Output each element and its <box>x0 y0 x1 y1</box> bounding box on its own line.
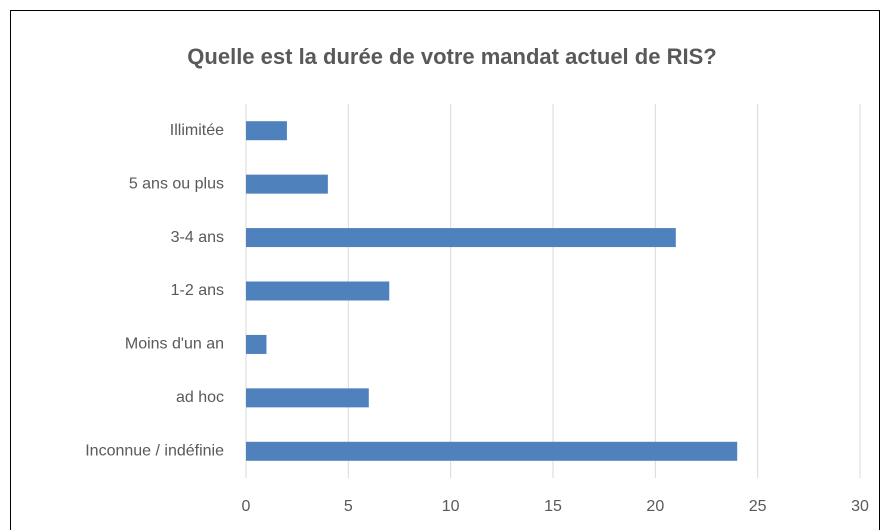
x-tick-label: 10 <box>442 498 460 515</box>
y-tick-label: 5 ans ou plus <box>129 175 224 192</box>
bar <box>246 228 676 248</box>
x-tick-label: 15 <box>544 498 562 515</box>
x-tick-label: 30 <box>851 498 869 515</box>
y-tick-label: Inconnue / indéfinie <box>85 443 224 460</box>
bar <box>246 334 267 354</box>
y-tick-label: Illimitée <box>170 122 224 139</box>
y-tick-label: Moins d'un an <box>125 336 224 353</box>
x-tick-label: 20 <box>646 498 664 515</box>
bar <box>246 281 390 301</box>
x-tick-label: 5 <box>344 498 353 515</box>
x-tick-label: 25 <box>749 498 767 515</box>
y-tick-label: ad hoc <box>176 389 224 406</box>
bar <box>246 388 369 408</box>
y-tick-label: 1-2 ans <box>171 282 224 299</box>
bar <box>246 441 738 461</box>
bar <box>246 121 287 141</box>
y-tick-label: 3-4 ans <box>171 229 224 246</box>
x-tick-label: 0 <box>242 498 251 515</box>
bar <box>246 174 328 194</box>
chart-title: Quelle est la durée de votre mandat actu… <box>187 44 716 69</box>
